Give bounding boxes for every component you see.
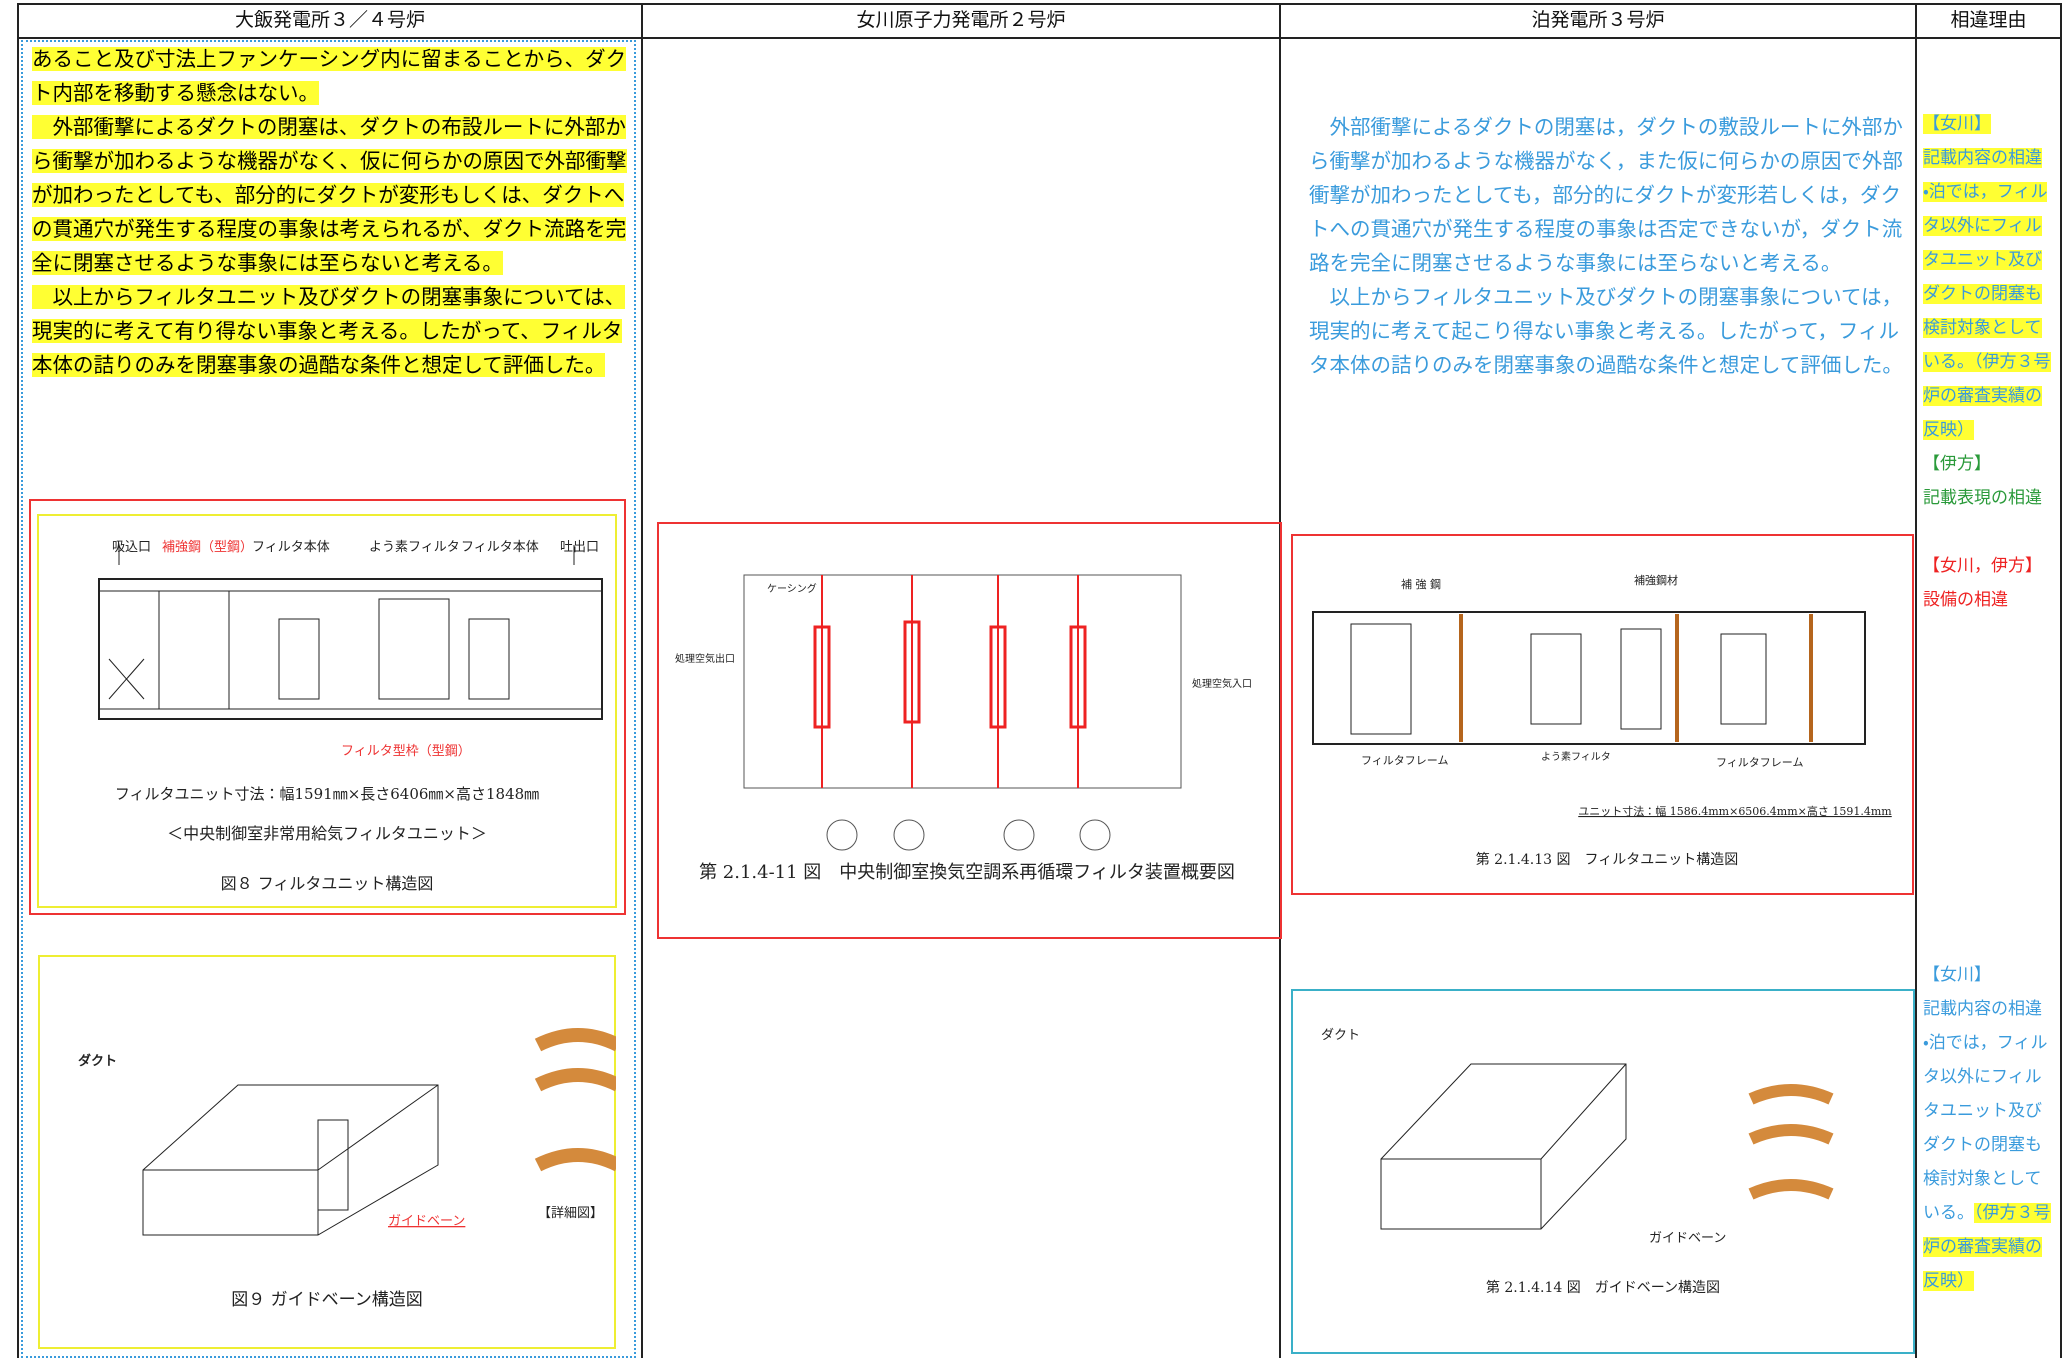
reason-line: 【女川，伊方】: [1923, 556, 2042, 576]
reason-line: 記載内容の相違: [1923, 148, 2042, 168]
onagawa-figure: ケーシング 処理空気出口 処理空気入口 第 2.1.4-11 図 中央制御室換気…: [657, 522, 1282, 939]
paragraph: 外部衝撃によるダクトの閉塞は，ダクトの敷設ルートに外部から衝撃が加わるような機器…: [1309, 115, 1903, 275]
figure-caption: 第 2.1.4.14 図 ガイドベーン構造図: [1486, 1279, 1720, 1296]
figure-label: ガイドベーン: [388, 1214, 465, 1229]
figure-9: ダクト ガイドベーン 【詳細図】 図９ ガイドベーン構造図: [38, 955, 616, 1349]
figure-caption: 図８ フィルタユニット構造図: [221, 874, 434, 893]
reason-line: 【伊方】: [1923, 454, 1991, 474]
figure-label: フィルタフレーム: [1716, 756, 1803, 769]
figure-label: ガイドベーン: [1649, 1231, 1726, 1246]
reason-line: 【女川】: [1923, 965, 1991, 985]
figure-label: 処理空気入口: [1192, 677, 1252, 690]
figure-label: 補 強 鋼: [1401, 577, 1441, 591]
figure-label: フィルタフレーム: [1361, 754, 1448, 767]
reason-line: 設備の相違: [1923, 590, 2008, 610]
figure-label: 吸込口: [112, 540, 151, 555]
figure-label: ダクト: [1321, 1028, 1360, 1043]
figure-label: よう素フィルタ: [369, 540, 460, 555]
figure-label: よう素フィルタ: [1541, 750, 1611, 763]
rule: [18, 37, 2062, 39]
figure-label: ケーシング: [767, 582, 817, 595]
figure-caption: 図９ ガイドベーン構造図: [231, 1290, 423, 1310]
rule: [641, 3, 643, 1358]
column-header: 大飯発電所３／４号炉: [234, 9, 425, 31]
ohi-text: あること及び寸法上ファンケーシング内に留まることから、ダクト内部を移動する懸念は…: [32, 42, 634, 382]
reason-line: 記載内容の相違: [1923, 999, 2042, 1019]
reason-block: 【女川】 記載内容の相違 ・泊では，フィルタ以外にフィルタユニット及びダクトの閉…: [1923, 958, 2055, 1298]
rule: [1915, 3, 1917, 1358]
reason-line: 【女川】: [1923, 114, 1991, 134]
rule: [18, 3, 2062, 5]
reason-line: ・泊では，フィルタ以外にフィルタユニット及びダクトの閉塞も検討対象としている。: [1923, 1033, 2048, 1223]
reason-block: 【女川】 記載内容の相違 ・泊では，フィルタ以外にフィルタユニット及びダクトの閉…: [1923, 107, 2055, 617]
figure-13: 補 強 鋼 補強鋼材 フィルタフレーム よう素フィルタ フィルタフレーム ユニッ…: [1291, 534, 1914, 895]
figure-label: 吐出口: [560, 540, 599, 555]
change-frame: [21, 40, 636, 1358]
figure-dimension: ユニット寸法：幅 1586.4mm×6506.4mm×高さ 1591.4mm: [1578, 804, 1892, 818]
figure-14: ダクト ガイドベーン 第 2.1.4.14 図 ガイドベーン構造図: [1291, 989, 1915, 1354]
column-header: 泊発電所３号炉: [1531, 9, 1665, 31]
figure-caption: 第 2.1.4.13 図 フィルタユニット構造図: [1476, 851, 1739, 868]
rule: [17, 3, 19, 1358]
column-header: 相違理由: [1950, 9, 2027, 31]
reason-line: 記載表現の相違: [1923, 488, 2042, 508]
reason-line: ・泊では，フィルタ以外にフィルタユニット及びダクトの閉塞も検討対象としている。（…: [1923, 182, 2051, 440]
column-header: 女川原子力発電所２号炉: [856, 9, 1066, 31]
figure-label: 補強鋼（型鋼）: [162, 540, 253, 555]
paragraph: 以上からフィルタユニット及びダクトの閉塞事象については、現実的に考えて有り得ない…: [32, 285, 626, 377]
figure-label: フィルタ本体: [252, 540, 330, 555]
figure-label: フィルタ本体: [461, 540, 539, 555]
paragraph: あること及び寸法上ファンケーシング内に留まることから、ダクト内部を移動する懸念は…: [32, 47, 627, 105]
rule: [2060, 3, 2062, 1358]
figure-label: 補強鋼材: [1634, 573, 1678, 587]
figure-subtitle: ＜中央制御室非常用給気フィルタユニット＞: [167, 824, 487, 843]
figure-8: 吸込口 補強鋼（型鋼） フィルタ本体 よう素フィルタ フィルタ本体 吐出口 フィ…: [29, 499, 626, 915]
figure-label: フィルタ型枠（型鋼）: [341, 744, 471, 759]
figure-label: 処理空気出口: [675, 652, 735, 665]
paragraph: 外部衝撃によるダクトの閉塞は、ダクトの布設ルートに外部から衝撃が加わるような機器…: [32, 115, 627, 275]
paragraph: 以上からフィルタユニット及びダクトの閉塞事象については，現実的に考えて起こり得な…: [1309, 285, 1903, 377]
figure-label: ダクト: [78, 1053, 117, 1069]
figure-caption: 第 2.1.4-11 図 中央制御室換気空調系再循環フィルタ装置概要図: [699, 862, 1235, 883]
tomari-text: 外部衝撃によるダクトの閉塞は，ダクトの敷設ルートに外部から衝撃が加わるような機器…: [1309, 110, 1909, 382]
figure-label: 【詳細図】: [538, 1205, 603, 1221]
figure-dimension: フィルタユニット寸法：幅1591㎜×長さ6406㎜×高さ1848㎜: [115, 785, 539, 803]
